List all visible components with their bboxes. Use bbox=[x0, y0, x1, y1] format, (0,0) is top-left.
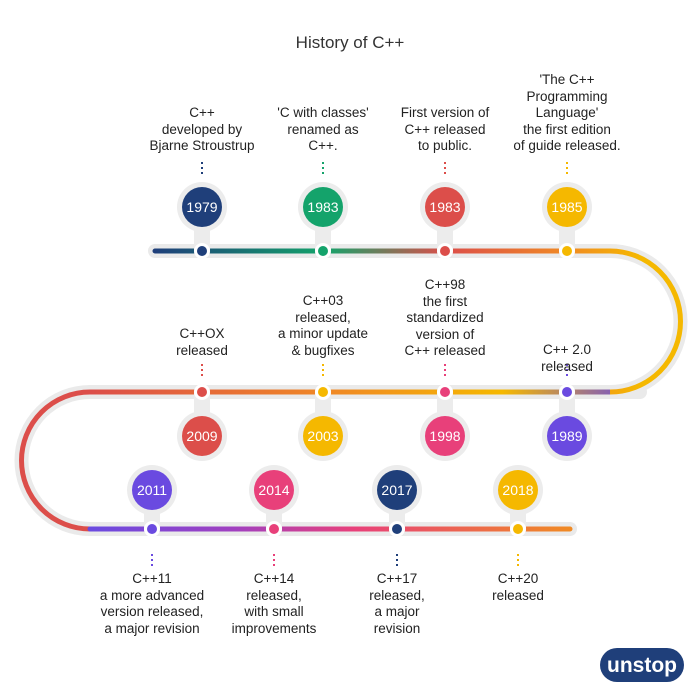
description-line: released, bbox=[246, 587, 302, 603]
event-description-7: C++03 released, a minor update & bugfixes bbox=[253, 293, 393, 359]
track-dot-3 bbox=[440, 246, 450, 256]
event-description-4: 'The C++ Programming Language' the first ed… bbox=[497, 72, 637, 155]
description-line: released bbox=[176, 342, 228, 358]
year-label-5: 1989 bbox=[551, 428, 582, 444]
event-description-5: C++ 2.0 released bbox=[497, 342, 637, 375]
description-line: a more advanced bbox=[99, 587, 205, 603]
description-line: revision bbox=[373, 620, 421, 636]
event-description-10: C++14 released, with small improvements bbox=[204, 571, 344, 637]
description-line: First version of bbox=[400, 105, 490, 120]
description-line: C++14 bbox=[253, 571, 295, 586]
track-dot-8 bbox=[197, 387, 207, 397]
year-badge-6 bbox=[425, 416, 465, 456]
description-line: C++ released bbox=[404, 343, 486, 358]
description-line: C++03 bbox=[302, 293, 344, 308]
event-description-9: C++11 a more advanced version released, a m… bbox=[82, 571, 222, 637]
description-line: C++OX bbox=[179, 326, 225, 341]
description-line: C++98 bbox=[424, 277, 466, 292]
track-dot-11 bbox=[392, 524, 402, 534]
track-dot-2 bbox=[318, 246, 328, 256]
description-line: 'The C++ bbox=[539, 72, 595, 87]
description-line: improvements bbox=[231, 620, 317, 636]
description-line: the first edition bbox=[523, 121, 611, 137]
year-badge-12 bbox=[498, 470, 538, 510]
year-badge-3 bbox=[425, 187, 465, 227]
year-badge-1 bbox=[182, 187, 222, 227]
logo-text: unstop bbox=[607, 654, 677, 677]
year-label-3: 1983 bbox=[429, 199, 460, 215]
event-description-2: 'C with classes' renamed as C++. bbox=[253, 105, 393, 155]
description-line: a minor update bbox=[277, 326, 369, 341]
track-dot-5 bbox=[562, 387, 572, 397]
description-line: Language' bbox=[535, 105, 599, 120]
description-line: developed by bbox=[161, 121, 243, 137]
year-badge-11 bbox=[377, 470, 417, 510]
description-line: C++17 bbox=[376, 571, 418, 586]
description-line: C++ 2.0 bbox=[542, 342, 592, 357]
event-description-8: C++OX released bbox=[132, 326, 272, 359]
year-label-4: 1985 bbox=[551, 199, 582, 215]
description-line: released bbox=[492, 587, 544, 603]
unstop-logo: unstop bbox=[600, 648, 684, 682]
description-line: of guide released. bbox=[513, 138, 621, 153]
description-line: version released, bbox=[100, 604, 204, 619]
description-line: a major bbox=[374, 604, 420, 619]
year-label-1: 1979 bbox=[186, 199, 217, 215]
year-badge-8 bbox=[182, 416, 222, 456]
description-line: to public. bbox=[417, 138, 473, 153]
year-label-11: 2017 bbox=[381, 482, 412, 498]
year-label-8: 2009 bbox=[186, 428, 217, 444]
track-dot-10 bbox=[269, 524, 279, 534]
year-label-7: 2003 bbox=[307, 428, 338, 444]
description-line: the first bbox=[422, 293, 468, 309]
page-title: History of C++ bbox=[295, 33, 405, 52]
year-badge-4 bbox=[547, 187, 587, 227]
description-line: version of bbox=[415, 326, 475, 342]
track-curve-left bbox=[19, 389, 91, 532]
description-line: released bbox=[541, 358, 593, 374]
description-line: renamed as bbox=[287, 121, 359, 137]
description-line: C++. bbox=[308, 138, 338, 153]
track-dot-12 bbox=[513, 524, 523, 534]
event-description-11: C++17 released, a major revision bbox=[327, 571, 467, 637]
description-line: C++20 bbox=[497, 571, 539, 586]
year-badge-10 bbox=[254, 470, 294, 510]
year-label-2: 1983 bbox=[307, 199, 338, 215]
description-line: C++ bbox=[189, 105, 215, 120]
description-line: released, bbox=[369, 587, 425, 603]
track-segment-top bbox=[152, 248, 683, 395]
description-line: C++11 bbox=[132, 571, 172, 586]
year-badge-2 bbox=[303, 187, 343, 227]
year-label-6: 1998 bbox=[429, 428, 460, 444]
description-line: & bugfixes bbox=[291, 342, 355, 358]
description-line: Programming bbox=[526, 88, 608, 104]
event-description-12: C++20 released bbox=[448, 571, 588, 604]
year-badge-5 bbox=[547, 416, 587, 456]
track-dot-6 bbox=[440, 387, 450, 397]
track-dot-4 bbox=[562, 246, 572, 256]
year-badge-7 bbox=[303, 416, 343, 456]
event-description-1: C++ developed by Bjarne Stroustrup bbox=[132, 105, 272, 155]
description-line: standardized bbox=[406, 310, 484, 325]
track-dot-1 bbox=[197, 246, 207, 256]
year-badge-9 bbox=[132, 470, 172, 510]
description-line: released, bbox=[295, 309, 351, 325]
track-dot-9 bbox=[147, 524, 157, 534]
year-label-10: 2014 bbox=[258, 482, 289, 498]
event-description-3: First version of C++ released to public. bbox=[375, 105, 515, 155]
description-line: 'C with classes' bbox=[277, 105, 369, 120]
track-dot-7 bbox=[318, 387, 328, 397]
description-line: with small bbox=[244, 604, 304, 619]
description-line: a major revision bbox=[104, 620, 200, 636]
event-description-6: C++98 the first standardized version of C++ … bbox=[375, 277, 515, 360]
year-label-9: 2011 bbox=[137, 482, 167, 498]
description-line: Bjarne Stroustrup bbox=[149, 138, 255, 153]
description-line: C++ released bbox=[404, 121, 486, 137]
year-label-12: 2018 bbox=[502, 482, 533, 498]
